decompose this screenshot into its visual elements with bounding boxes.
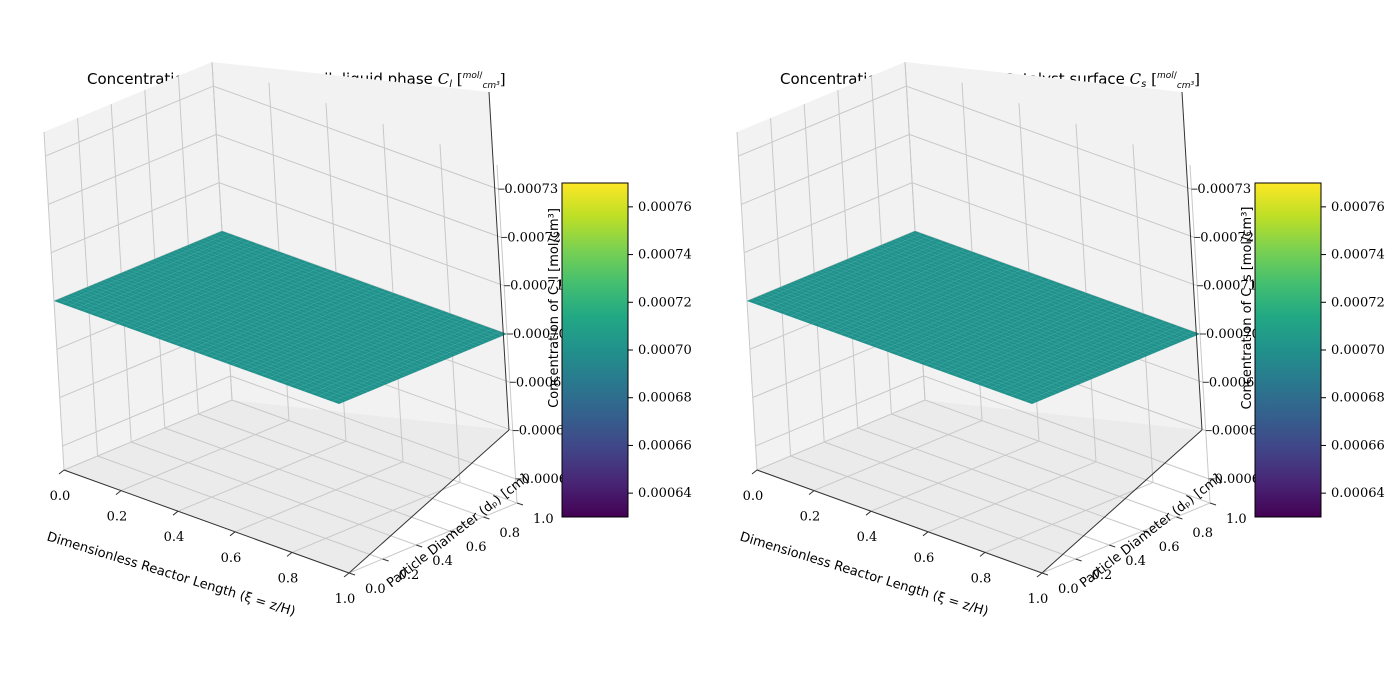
x-tick-mark xyxy=(115,490,122,495)
y-tick-label: 0.8 xyxy=(499,526,520,541)
y-tick-label: 1.0 xyxy=(533,512,554,527)
colorbar-tick-label: 0.00068 xyxy=(638,391,692,406)
x-tick-mark xyxy=(751,469,758,475)
y-tick-mark xyxy=(1176,516,1183,520)
colorbar-tick-label: 0.00072 xyxy=(638,295,692,310)
x-tick-label: 0.6 xyxy=(221,551,242,566)
z-axis-line xyxy=(488,91,510,431)
z-tick-label: 0.00070 xyxy=(1206,327,1260,342)
x-tick-label: 0.8 xyxy=(971,571,992,586)
y-axis-line xyxy=(1041,429,1203,574)
colorbar-tick-label: 0.00068 xyxy=(1331,391,1385,406)
z-axis-line xyxy=(1181,91,1203,431)
y-tick-mark xyxy=(1109,544,1116,548)
x-axis-line xyxy=(756,469,1043,574)
x-tick-mark xyxy=(979,552,986,557)
colorbar: 0.00064 0.00066 0.00068 0.00070 0.00072 0.000… xyxy=(561,182,692,518)
y-tick-label: 1.0 xyxy=(1226,512,1247,527)
y-tick-mark xyxy=(1209,502,1217,506)
x-tick-label: 0.0 xyxy=(743,489,764,504)
y-tick-mark xyxy=(1075,558,1082,562)
x-axis-line xyxy=(63,469,350,574)
y-tick-mark xyxy=(1041,572,1049,576)
x-tick-mark xyxy=(229,531,236,537)
colorbar-tick-label: 0.00076 xyxy=(1331,200,1385,215)
z-axis-label: Concentration of C_s [mol/cm³] xyxy=(1240,206,1255,409)
y-tick-mark xyxy=(449,530,456,534)
y-tick-mark xyxy=(1142,530,1149,534)
x-tick-mark xyxy=(286,552,293,557)
surface-wireframe xyxy=(751,232,1196,403)
z-tick-label: 0.00070 xyxy=(513,327,567,342)
colorbar-tick-label: 0.00066 xyxy=(1331,438,1385,453)
z-tick-label: 0.00068 xyxy=(1212,424,1266,439)
colorbar-tick-label: 0.00066 xyxy=(638,438,692,453)
colorbar-tick-label: 0.00070 xyxy=(1331,343,1385,358)
surface-plot-bulk-liquid: Concentration of Benzene in bulk liquid … xyxy=(43,61,692,620)
x-tick-label: 0.0 xyxy=(50,489,71,504)
x-tick-mark xyxy=(343,572,350,578)
x-tick-mark xyxy=(1036,572,1043,578)
y-tick-label: 0.8 xyxy=(1192,526,1213,541)
x-tick-mark xyxy=(808,490,815,495)
y-tick-mark xyxy=(483,516,490,520)
colorbar: 0.00064 0.00066 0.00068 0.00070 0.00072 0.000… xyxy=(1254,182,1385,518)
x-tick-mark xyxy=(865,510,872,516)
z-tick-label: 0.00069 xyxy=(1209,375,1263,390)
z-tick-label: 0.00068 xyxy=(519,424,573,439)
y-tick-label: 0.6 xyxy=(1159,540,1180,555)
floor-pane xyxy=(64,400,509,573)
y-tick-label: 0.4 xyxy=(1125,554,1146,569)
colorbar-tick-label: 0.00072 xyxy=(1331,295,1385,310)
y-tick-label: 0.0 xyxy=(365,582,386,597)
surface-plot-catalyst-surface: Concentration of Benzene on Catalyst sur… xyxy=(736,61,1385,620)
colorbar-tick-label: 0.00074 xyxy=(638,248,692,263)
z-tick-label: 0.00072 xyxy=(507,230,561,245)
colorbar-tick-label: 0.00064 xyxy=(638,486,692,501)
colorbar-tick-label: 0.00064 xyxy=(1331,486,1385,501)
y-tick-label: 0.0 xyxy=(1058,582,1079,597)
z-tick-label: 0.00071 xyxy=(1203,279,1257,294)
y-tick-label: 0.4 xyxy=(432,554,453,569)
x-tick-label: 0.4 xyxy=(857,530,878,545)
x-tick-label: 0.2 xyxy=(800,510,821,525)
colorbar-tick-label: 0.00074 xyxy=(1331,248,1385,263)
y-tick-label: 0.2 xyxy=(1092,568,1113,583)
y-tick-label: 0.6 xyxy=(466,540,487,555)
z-tick-label: 0.00073 xyxy=(504,182,558,197)
floor-pane xyxy=(757,400,1202,573)
surface-wireframe xyxy=(58,232,503,403)
x-tick-mark xyxy=(58,469,65,475)
x-tick-mark xyxy=(922,531,929,537)
z-tick-label: 0.00071 xyxy=(510,279,564,294)
x-tick-label: 1.0 xyxy=(1028,592,1049,607)
colorbar-tick-label: 0.00070 xyxy=(638,343,692,358)
z-tick-label: 0.00073 xyxy=(1197,182,1251,197)
colorbar-tick-label: 0.00076 xyxy=(638,200,692,215)
z-tick-label: 0.00069 xyxy=(516,375,570,390)
x-tick-mark xyxy=(172,510,179,516)
z-axis-label: Concentration of C_l [mol/cm³] xyxy=(547,208,562,408)
y-tick-mark xyxy=(348,572,356,576)
x-tick-label: 0.4 xyxy=(164,530,185,545)
x-tick-label: 1.0 xyxy=(335,592,356,607)
y-tick-mark xyxy=(416,544,423,548)
y-axis-line xyxy=(348,429,510,574)
x-tick-label: 0.8 xyxy=(278,571,299,586)
x-tick-label: 0.2 xyxy=(107,510,128,525)
y-tick-label: 0.2 xyxy=(399,568,420,583)
z-tick-label: 0.00072 xyxy=(1200,230,1254,245)
y-tick-mark xyxy=(382,558,389,562)
x-tick-label: 0.6 xyxy=(914,551,935,566)
y-tick-mark xyxy=(516,502,524,506)
